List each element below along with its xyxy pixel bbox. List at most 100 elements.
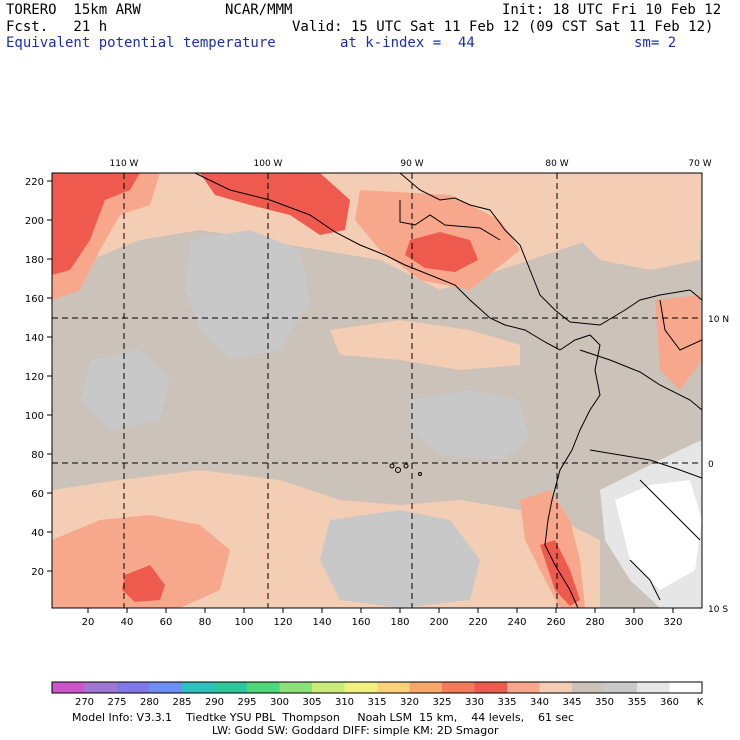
x-tick-label: 100	[234, 617, 253, 628]
lat-label-0: 0	[708, 460, 714, 470]
galapagos-island-1	[389, 463, 395, 469]
colorbar-swatch	[214, 682, 248, 693]
colorbar-frame	[51, 681, 703, 694]
x-tick-label: 40	[121, 617, 134, 628]
galapagos-island-4	[418, 472, 422, 476]
y-tick-label: 220	[25, 177, 44, 188]
x-tick-label: 80	[199, 617, 212, 628]
y-tick-label: 160	[25, 294, 44, 305]
field-335-guatemala	[405, 232, 478, 272]
model-info-line: Model Info: V3.3.1 Tiedtke YSU PBL Thomp…	[72, 711, 575, 724]
field-340-southwest	[52, 515, 230, 608]
colorbar-swatch	[442, 682, 475, 693]
field-345-middle	[330, 320, 520, 370]
field-name: Equivalent potential temperature	[6, 35, 276, 51]
smoothing-label: sm= 2	[634, 35, 677, 51]
colorbar-label: 340	[530, 697, 549, 708]
x-tick-label: 240	[507, 617, 526, 628]
field-335-mexico-coast	[200, 173, 350, 235]
organization: NCAR/MMM	[225, 2, 293, 18]
coastline-central-america-pacific	[194, 173, 561, 351]
init-time: Init: 18 UTC Fri 10 Feb 12	[502, 2, 722, 18]
colorbar: 270 275 280 285 290 295 300 305 310 315 320 325 330 3…	[51, 681, 703, 708]
field-335-south-spot	[122, 565, 165, 602]
y-tick-label: 20	[31, 567, 44, 578]
y-tick-label: 200	[25, 216, 44, 227]
colorbar-label: 290	[205, 697, 224, 708]
latlon-grid	[52, 173, 702, 608]
x-tick-label: 140	[312, 617, 331, 628]
colorbar-label: 280	[140, 697, 159, 708]
colorbar-swatch	[117, 682, 150, 693]
field-355-west	[185, 230, 310, 360]
coastline-caribbean	[399, 173, 571, 323]
colorbar-swatch	[637, 682, 670, 693]
colorbar-unit: K	[697, 697, 704, 708]
y-tick-label: 140	[25, 333, 44, 344]
x-tick-label: 160	[351, 617, 370, 628]
colorbar-swatch	[52, 682, 85, 693]
colorbar-swatch	[539, 682, 573, 693]
x-tick-label: 120	[273, 617, 292, 628]
border-colombia	[579, 349, 702, 411]
colorbar-swatch	[312, 682, 345, 693]
colorbar-label: 270	[75, 697, 94, 708]
valid-time: Valid: 15 UTC Sat 11 Feb 12 (09 CST Sat …	[292, 19, 714, 35]
x-tick-label: 260	[546, 617, 565, 628]
field-335-northwest	[52, 173, 140, 275]
colorbar-label: 305	[302, 697, 321, 708]
colorbar-swatch	[669, 682, 703, 693]
colorbar-swatch	[149, 682, 183, 693]
colorbar-label: 345	[562, 697, 581, 708]
colorbar-label: 330	[465, 697, 484, 708]
x-tick-label: 220	[468, 617, 487, 628]
border-peru-bolivia	[629, 559, 661, 601]
lat-label-10s: 10 S	[708, 605, 728, 615]
field-355-farwest	[80, 350, 170, 430]
lon-label-80w: 80 W	[545, 159, 568, 169]
x-tick-label: 180	[390, 617, 409, 628]
map-frame	[51, 172, 703, 609]
colorbar-swatch	[344, 682, 378, 693]
colorbar-label: 335	[497, 697, 516, 708]
field-365-interior	[615, 480, 702, 590]
colorbar-label: 275	[107, 697, 126, 708]
equivalent-potential-temperature-field	[52, 173, 702, 608]
colorbar-swatch	[377, 682, 410, 693]
x-tick-label: 60	[160, 617, 173, 628]
y-tick-label: 40	[31, 528, 44, 539]
coastline-north-south-america	[569, 289, 702, 326]
border-ecuador-peru	[589, 449, 702, 479]
colorbar-label: 350	[595, 697, 614, 708]
coastlines	[194, 173, 702, 608]
border-guatemala	[399, 200, 501, 241]
colorbar-label: 355	[627, 697, 646, 708]
colorbar-label: 320	[400, 697, 419, 708]
x-tick-label: 320	[663, 617, 682, 628]
lon-label-70w: 70 W	[688, 159, 711, 169]
border-peru-brazil	[639, 479, 701, 541]
colorbar-label: 360	[660, 697, 679, 708]
axis-tick-marks	[47, 180, 674, 613]
y-tick-label: 120	[25, 372, 44, 383]
y-tick-label: 180	[25, 255, 44, 266]
colorbar-swatch	[247, 682, 280, 693]
forecast-hour: Fcst. 21 h	[6, 19, 108, 35]
field-355-south	[320, 510, 480, 608]
colorbar-label: 285	[172, 697, 191, 708]
y-tick-label: 100	[25, 411, 44, 422]
colorbar-label: 295	[237, 697, 256, 708]
x-tick-label: 200	[429, 617, 448, 628]
lon-label-110w: 110 W	[110, 159, 139, 169]
lon-label-90w: 90 W	[400, 159, 423, 169]
coastline-south-america-pacific	[544, 334, 601, 608]
colorbar-label: 310	[335, 697, 354, 708]
x-tick-label: 300	[624, 617, 643, 628]
colorbar-swatch	[84, 682, 118, 693]
model-title: TORERO 15km ARW	[6, 2, 141, 18]
colorbar-label: 300	[270, 697, 289, 708]
level-label: at k-index = 44	[340, 35, 475, 51]
galapagos-island-2	[395, 467, 401, 473]
colorbar-swatch	[572, 682, 605, 693]
